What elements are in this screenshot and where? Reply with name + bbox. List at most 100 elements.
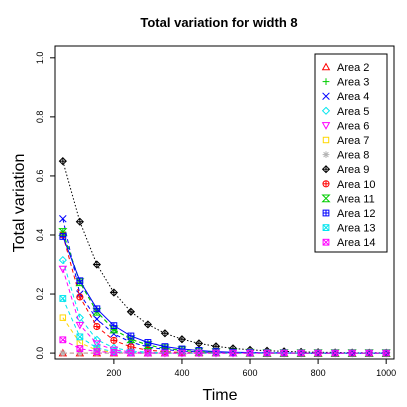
data-point (92, 340, 102, 349)
legend-label: Area 6 (337, 120, 369, 132)
axes: 200 400 600 800 1000 0.0 0.2 0.4 0.6 0.8 1.0 (35, 52, 396, 378)
data-point (263, 349, 271, 357)
x-axis-label: Time (203, 387, 238, 404)
legend-label: Area 2 (337, 62, 369, 74)
legend-label: Area 9 (337, 164, 369, 176)
legend-label: Area 14 (337, 237, 376, 249)
data-point (161, 343, 169, 350)
data-point (280, 349, 288, 357)
data-point (194, 339, 204, 348)
legend-marker (321, 165, 331, 174)
data-point (195, 349, 203, 357)
y-tick-label: 0.8 (35, 111, 45, 124)
y-tick-label: 0.4 (35, 229, 45, 242)
data-point (160, 329, 170, 338)
data-point (59, 214, 67, 223)
data-point (93, 305, 101, 313)
legend-marker (321, 106, 331, 115)
data-point (92, 260, 101, 269)
data-point (178, 345, 186, 353)
legend-marker (322, 136, 330, 144)
legend-marker (322, 78, 330, 85)
data-point (331, 349, 339, 357)
legend-label: Area 10 (337, 179, 376, 191)
data-point (110, 349, 118, 356)
x-tick-label: 800 (311, 368, 326, 378)
data-point (229, 349, 237, 357)
x-tick-label: 600 (243, 368, 258, 378)
data-point (110, 322, 118, 330)
data-point (126, 307, 136, 316)
data-point (59, 349, 67, 357)
data-point (144, 349, 152, 357)
data-point (348, 349, 356, 357)
data-point (93, 315, 101, 323)
legend-label: Area 5 (337, 106, 369, 118)
series-line (62, 236, 387, 354)
y-tick-label: 0.0 (35, 347, 45, 360)
data-point (127, 349, 135, 357)
data-point (212, 349, 220, 357)
series-layer (58, 157, 391, 358)
data-point (297, 349, 305, 357)
series-5 (58, 265, 391, 358)
x-tick-label: 400 (174, 368, 189, 378)
data-point (143, 341, 153, 350)
legend-marker (322, 238, 330, 246)
legend-marker (321, 62, 331, 71)
data-point (76, 345, 84, 353)
data-point (58, 265, 68, 274)
x-tick-label: 200 (106, 368, 121, 378)
data-point (194, 347, 204, 356)
data-point (58, 255, 67, 265)
chart-title: Total variation for width 8 (140, 15, 297, 30)
legend-marker (322, 224, 330, 231)
legend-label: Area 8 (337, 150, 369, 162)
y-tick-label: 0.2 (35, 288, 45, 301)
data-point (93, 322, 101, 331)
data-point (75, 217, 84, 226)
legend-label: Area 4 (337, 91, 369, 103)
y-tick-label: 1.0 (35, 52, 45, 65)
data-point (58, 157, 67, 166)
data-point (178, 349, 186, 357)
data-point (143, 320, 153, 329)
legend-label: Area 7 (337, 135, 369, 147)
data-point (246, 349, 254, 357)
data-point (127, 332, 135, 340)
legend-marker (322, 180, 330, 188)
data-point (109, 288, 118, 297)
legend-label: Area 12 (337, 208, 376, 220)
data-point (76, 277, 84, 285)
data-point (59, 336, 67, 344)
data-point (59, 233, 67, 240)
data-point (93, 348, 101, 356)
data-point (127, 343, 135, 351)
data-point (59, 295, 67, 302)
legend-marker (321, 194, 331, 203)
legend-label: Area 3 (337, 77, 369, 89)
y-axis-label: Total variation (11, 154, 28, 253)
data-point (144, 339, 152, 346)
legend-label: Area 11 (337, 193, 375, 205)
legend: Area 2 Area 3 Area 4 Area 5 Area 6 Area 7 Area… (314, 53, 388, 253)
plot-frame (54, 45, 395, 360)
legend-marker (322, 92, 330, 100)
data-point (110, 336, 118, 344)
data-point (59, 314, 67, 321)
data-point (382, 349, 390, 357)
legend-marker (322, 151, 330, 158)
legend-marker (321, 122, 331, 130)
data-point (76, 293, 84, 301)
data-point (75, 321, 85, 330)
series-4 (58, 255, 391, 358)
data-point (177, 335, 187, 344)
data-point (365, 349, 373, 357)
legend-marker (322, 209, 330, 217)
x-tick-label: 1000 (376, 368, 396, 378)
data-point (314, 349, 322, 357)
series-13 (59, 336, 390, 357)
data-point (92, 335, 101, 344)
legend-label: Area 13 (337, 223, 376, 235)
